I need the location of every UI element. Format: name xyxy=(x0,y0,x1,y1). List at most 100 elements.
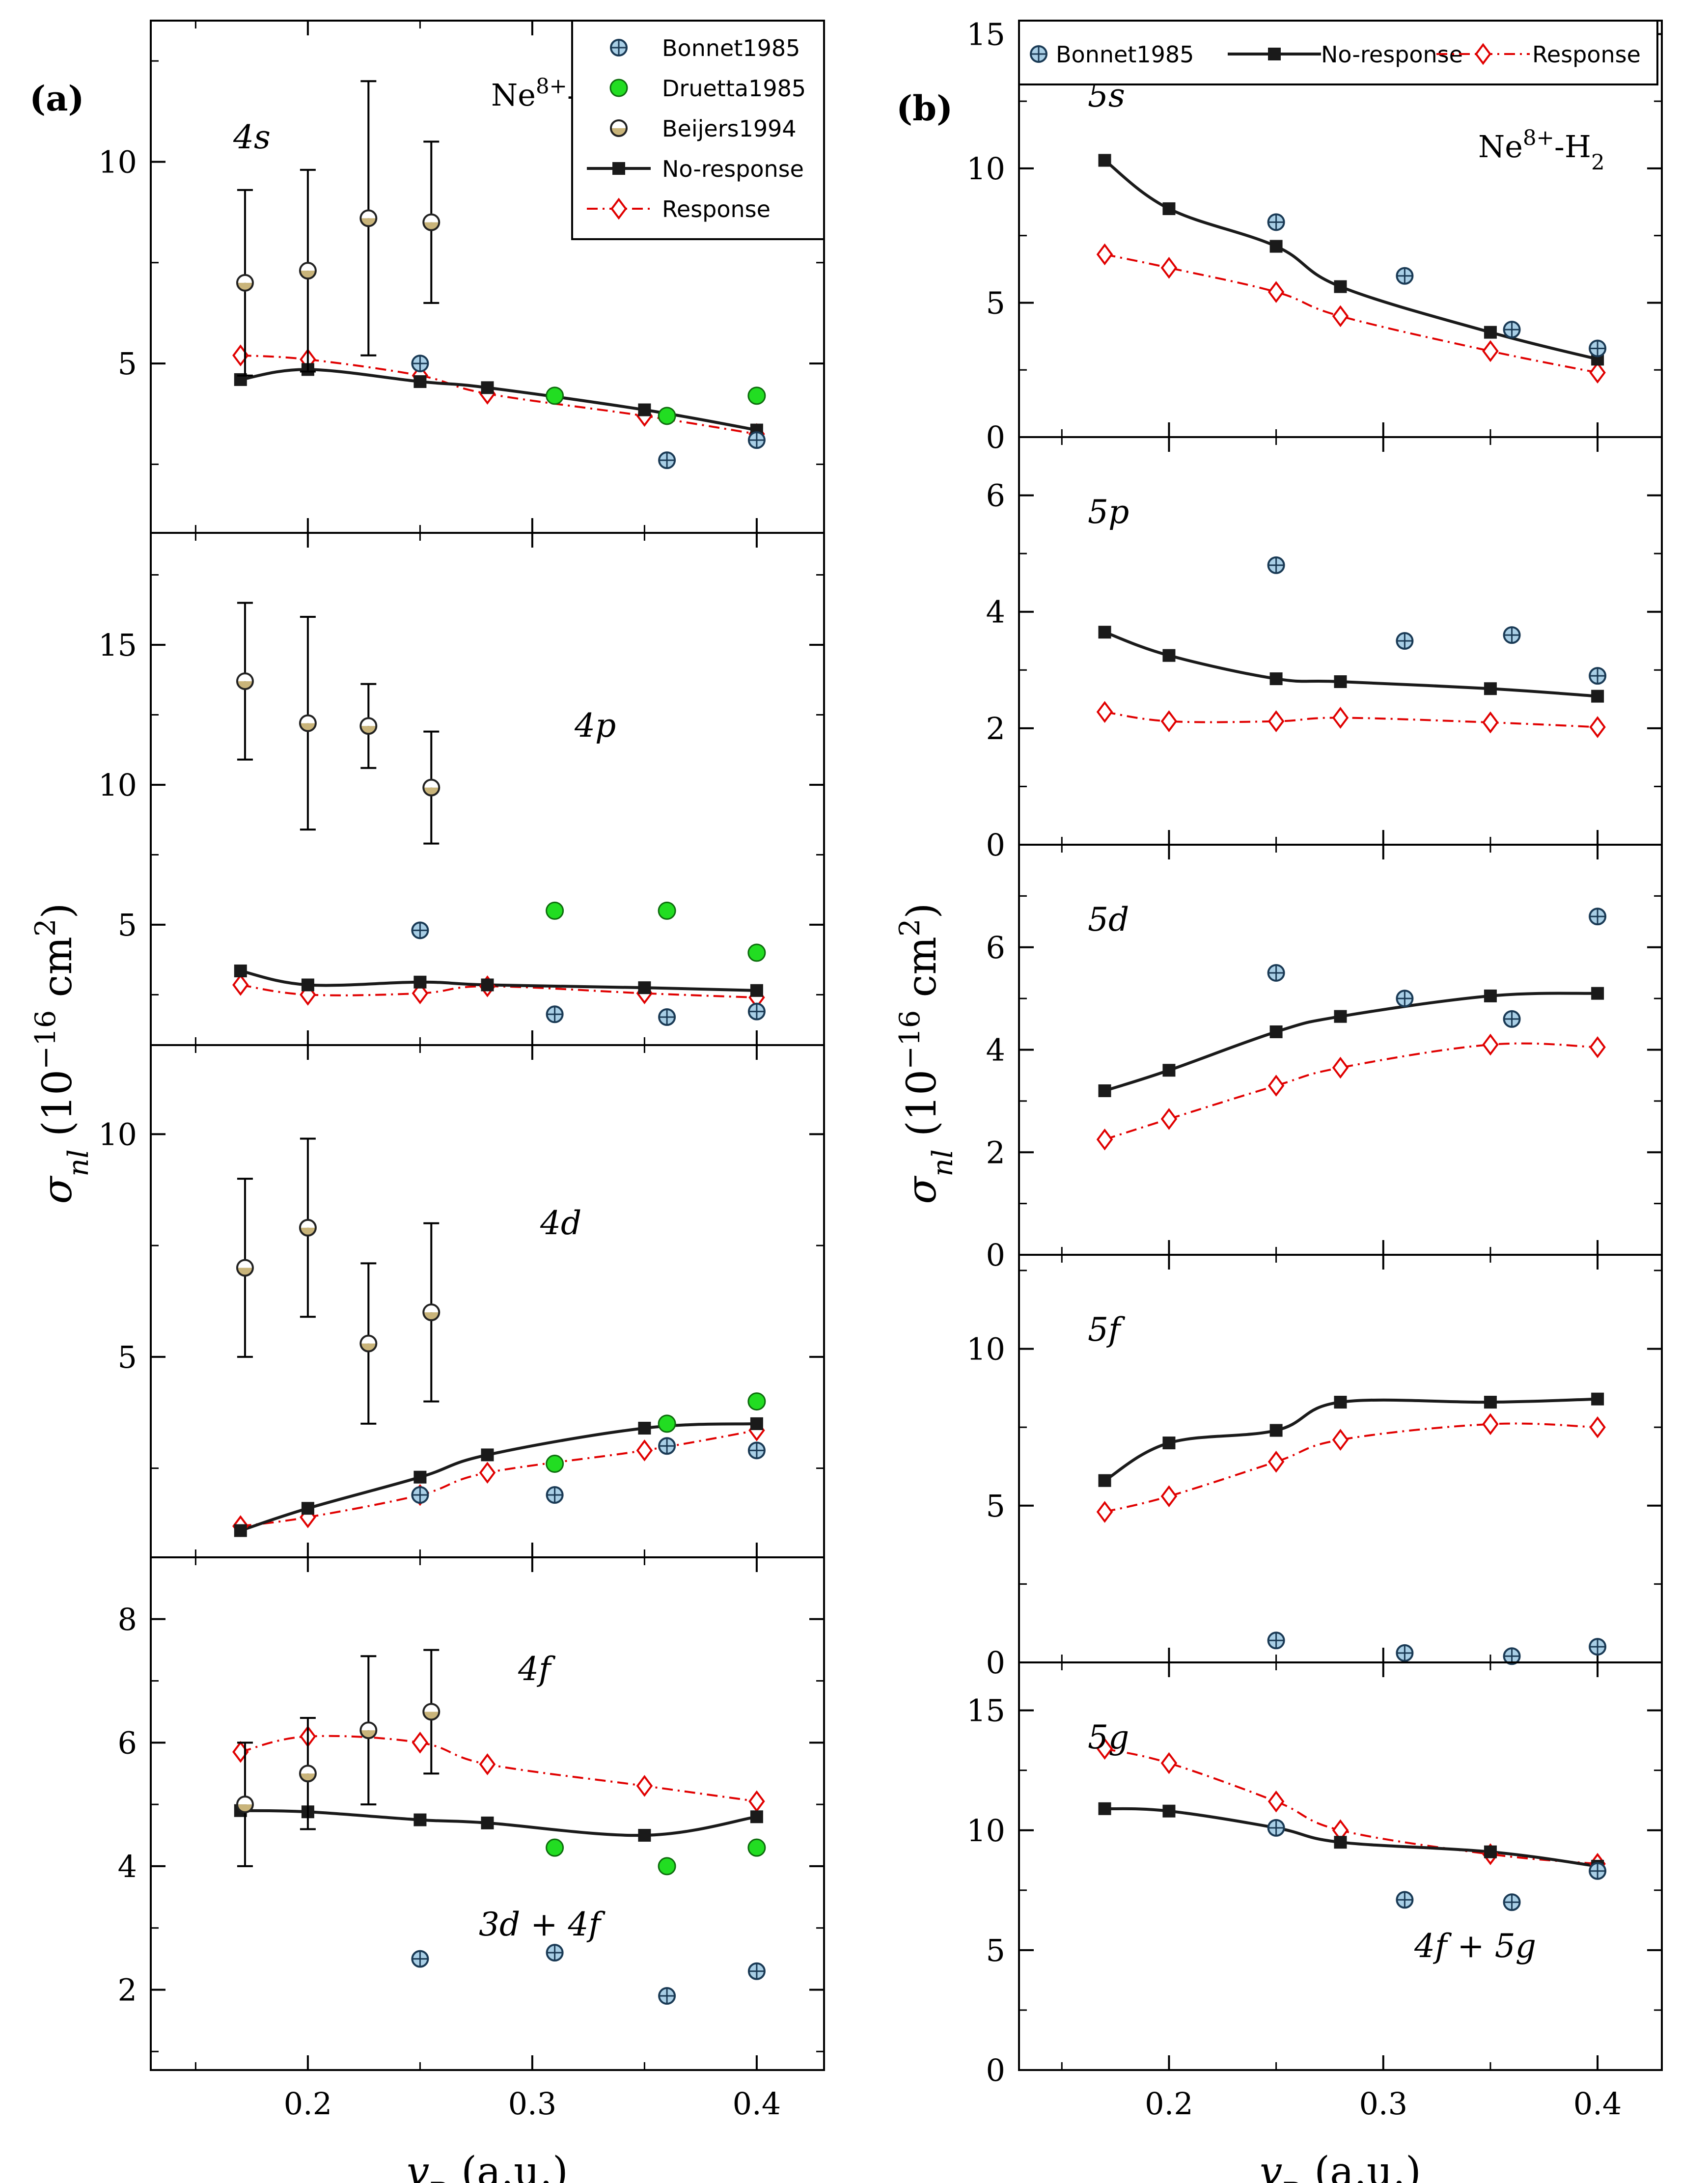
panel-label: 4d xyxy=(540,1204,581,1242)
response-point xyxy=(1589,361,1606,384)
figure-letter: (a) xyxy=(29,78,84,119)
druetta1985-point xyxy=(747,1392,766,1411)
no-response-point xyxy=(750,1810,763,1824)
response-point xyxy=(1482,1413,1499,1436)
y-tick-label: 6 xyxy=(986,930,1005,966)
response-point xyxy=(1475,43,1491,65)
no-response-point xyxy=(750,1417,763,1430)
y-tick-label: 15 xyxy=(966,16,1005,52)
no-response-point xyxy=(638,1829,651,1842)
response-point xyxy=(1332,707,1349,729)
response-point xyxy=(1332,305,1349,328)
response-point xyxy=(232,974,249,996)
panel-label: 4f xyxy=(518,1650,556,1688)
panel-5p: 0 2 4 6 5p xyxy=(986,436,1662,863)
panel-4f: 2 4 6 8 4f 3d + 4f xyxy=(118,1556,824,2070)
beijers1994-point-outline xyxy=(236,274,254,292)
beijers1994-point-outline xyxy=(422,778,441,797)
no-response-point xyxy=(1269,672,1283,686)
panel-5d: 0 2 4 6 5d xyxy=(986,844,1662,1273)
no-response-point xyxy=(612,162,625,175)
response-point xyxy=(1160,1485,1178,1507)
no-response-point xyxy=(234,1524,247,1537)
beijers1994-point-outline xyxy=(236,672,254,691)
no-response-point xyxy=(638,981,651,995)
beijers1994-point-outline xyxy=(299,262,317,280)
x-tick-label: 0.4 xyxy=(733,2086,781,2122)
response-point xyxy=(1267,710,1285,732)
plot-frame xyxy=(1018,20,1663,2071)
no-response-point xyxy=(1098,1084,1111,1097)
response-point xyxy=(1267,1075,1285,1097)
y-tick-label: 10 xyxy=(966,1331,1005,1367)
response-point xyxy=(1267,281,1285,303)
no-response-point xyxy=(413,375,427,388)
no-response-point xyxy=(1098,1802,1111,1815)
response-point xyxy=(1267,1790,1285,1813)
y-tick-label: 10 xyxy=(966,1813,1005,1849)
druetta1985-point xyxy=(658,407,676,425)
system-label: Ne8+-H2 xyxy=(1478,126,1605,175)
no-response-point xyxy=(638,1421,651,1435)
panel-4s: 5 10 4s xyxy=(98,21,824,533)
y-tick-label: 0 xyxy=(986,1645,1005,1681)
response-point xyxy=(1482,1033,1499,1056)
no-response-point xyxy=(1484,1396,1497,1409)
panel-5f: 0 5 10 5f xyxy=(966,1254,1662,1681)
legend: Bonnet1985 No-response Response xyxy=(1018,20,1658,85)
no-response-point xyxy=(750,984,763,997)
no-response-point xyxy=(481,381,494,394)
response-point xyxy=(636,1439,653,1462)
druetta1985-point xyxy=(546,1838,564,1857)
figure-letter: (b) xyxy=(896,88,953,129)
druetta1985-point xyxy=(546,387,564,405)
y-tick-label: 8 xyxy=(118,1602,137,1637)
y-tick-label: 2 xyxy=(986,711,1005,746)
no-response-point xyxy=(1098,1474,1111,1487)
y-tick-label: 5 xyxy=(118,1339,137,1375)
beijers1994-point-outline xyxy=(610,119,628,137)
no-response-point xyxy=(1162,1064,1176,1077)
no-response-line xyxy=(1104,992,1598,1092)
response-point xyxy=(412,982,429,1004)
panel-label: 5p xyxy=(1088,493,1129,531)
panel-label: 5f xyxy=(1088,1311,1126,1349)
no-response-point xyxy=(1334,1396,1347,1409)
response-point xyxy=(479,1462,496,1484)
no-response-point xyxy=(1484,326,1497,339)
beijers1994-point-outline xyxy=(299,1765,317,1783)
y-tick-label: 2 xyxy=(986,1134,1005,1170)
no-response-point xyxy=(413,975,427,989)
no-response-point xyxy=(638,403,651,416)
beijers1994-point-outline xyxy=(422,1303,441,1322)
legend-item-label: Druetta1985 xyxy=(662,75,806,102)
y-tick-label: 5 xyxy=(986,285,1005,321)
response-point xyxy=(748,1790,765,1813)
legend-item-label: Beijers1994 xyxy=(662,115,797,142)
druetta1985-point xyxy=(609,79,628,97)
legend-item-label: Bonnet1985 xyxy=(662,35,800,61)
x-axis-title: vP (a.u.) xyxy=(1260,2149,1421,2183)
no-response-point xyxy=(1484,1845,1497,1858)
no-response-point xyxy=(1334,280,1347,293)
response-line xyxy=(240,1735,757,1802)
no-response-line xyxy=(240,1809,757,1837)
y-tick-label: 10 xyxy=(966,151,1005,187)
response-point xyxy=(1332,1056,1349,1079)
y-tick-label: 15 xyxy=(966,1693,1005,1729)
response-point xyxy=(1482,340,1499,362)
no-response-point xyxy=(1162,649,1176,662)
beijers1994-point-outline xyxy=(359,209,378,227)
response-point xyxy=(479,1753,496,1775)
response-point xyxy=(636,1775,653,1797)
legend-item-label: Response xyxy=(662,196,771,222)
beijers1994-point-outline xyxy=(299,714,317,732)
response-point xyxy=(1096,1738,1113,1760)
panel-label: 5d xyxy=(1088,901,1129,939)
y-tick-label: 4 xyxy=(118,1849,137,1884)
no-response-point xyxy=(1334,675,1347,688)
panel-label-secondary: 4f + 5g xyxy=(1414,1927,1536,1965)
no-response-point xyxy=(1334,1010,1347,1023)
